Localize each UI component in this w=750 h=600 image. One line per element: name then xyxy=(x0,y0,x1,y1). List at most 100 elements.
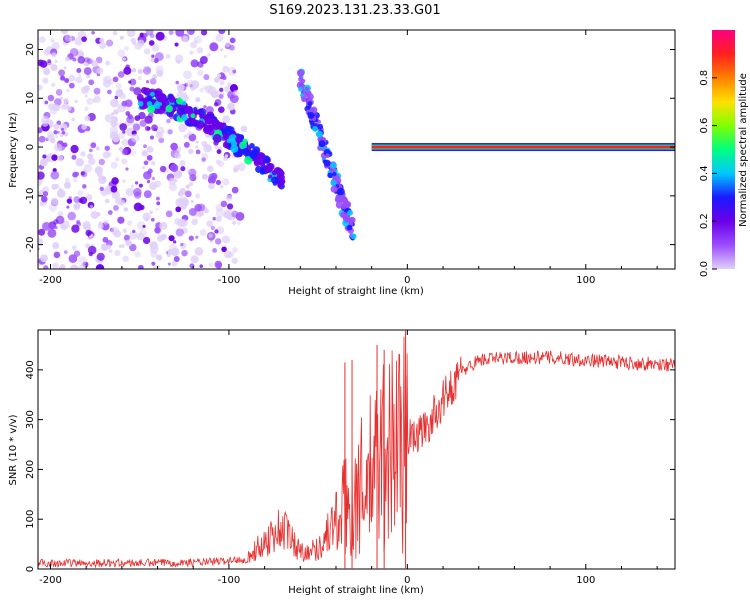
noise-blob xyxy=(80,170,88,178)
noise-blob xyxy=(41,186,50,194)
noise-blob xyxy=(117,71,125,78)
noise-blob xyxy=(145,80,150,84)
noise-blob xyxy=(195,149,201,155)
noise-blob xyxy=(195,235,199,239)
noise-blob xyxy=(174,152,182,160)
noise-blob xyxy=(50,82,56,88)
noise-blob xyxy=(208,182,215,190)
noise-blob xyxy=(110,98,119,108)
noise-blob xyxy=(108,79,114,85)
signal-blob xyxy=(168,112,174,117)
noise-blob xyxy=(143,160,149,166)
signal-blob xyxy=(263,165,272,174)
noise-blob xyxy=(121,138,129,147)
branch-blob xyxy=(323,159,331,167)
noise-blob xyxy=(38,84,43,91)
noise-blob xyxy=(139,119,147,127)
noise-blob xyxy=(142,236,151,245)
y-tick-label: 100 xyxy=(25,510,36,529)
noise-blob xyxy=(143,48,151,55)
noise-blob xyxy=(129,78,137,86)
noise-blob xyxy=(71,154,77,160)
noise-blob xyxy=(56,130,60,134)
noise-blob xyxy=(83,164,93,173)
noise-blob xyxy=(215,262,222,269)
noise-blob xyxy=(110,161,118,169)
noise-blob xyxy=(112,30,118,36)
noise-blob xyxy=(126,220,133,226)
noise-blob xyxy=(147,168,153,174)
noise-blob xyxy=(190,59,199,68)
noise-blob xyxy=(60,224,67,231)
noise-blob xyxy=(115,157,120,162)
noise-blob xyxy=(118,244,123,248)
noise-blob xyxy=(110,185,118,193)
noise-blob xyxy=(81,36,87,42)
noise-blob xyxy=(75,158,84,167)
noise-blob xyxy=(173,255,180,262)
noise-blob xyxy=(50,170,60,180)
noise-blob xyxy=(60,30,69,35)
noise-blob xyxy=(115,89,124,97)
noise-blob xyxy=(52,241,60,250)
signal-blob xyxy=(147,105,155,114)
noise-blob xyxy=(186,169,191,173)
noise-blob xyxy=(42,77,49,84)
signal-blob xyxy=(260,153,266,158)
noise-blob xyxy=(129,86,135,92)
noise-blob xyxy=(181,249,188,257)
noise-blob xyxy=(53,251,61,259)
noise-blob xyxy=(210,90,219,99)
noise-blob xyxy=(154,52,164,62)
noise-blob xyxy=(151,176,156,181)
noise-blob xyxy=(151,161,156,166)
noise-blob xyxy=(104,113,114,123)
signal-blob xyxy=(188,116,196,125)
noise-blob xyxy=(71,117,76,122)
noise-blob xyxy=(39,158,48,167)
noise-blob xyxy=(199,56,208,64)
noise-blob xyxy=(205,144,211,151)
signal-blob xyxy=(150,91,155,97)
noise-blob xyxy=(95,56,103,64)
noise-blob xyxy=(86,58,93,65)
noise-blob xyxy=(123,207,129,212)
noise-blob xyxy=(180,203,187,210)
branch-blob xyxy=(335,194,341,199)
signal-blob xyxy=(212,133,222,143)
snr-panel: -200 -100 0 100 0 100 200 300 400 Height of stra… xyxy=(8,329,676,596)
noise-blob xyxy=(64,78,70,84)
noise-blob xyxy=(112,76,119,83)
noise-blob xyxy=(149,210,153,214)
noise-blob xyxy=(84,106,89,112)
noise-blob xyxy=(199,229,207,237)
noise-blob xyxy=(210,225,215,231)
noise-blob xyxy=(160,233,167,240)
y-tick-label: 10 xyxy=(25,92,36,105)
noise-blob xyxy=(207,53,211,57)
noise-blob xyxy=(215,159,221,165)
noise-blob xyxy=(106,39,114,47)
noise-blob xyxy=(72,245,77,250)
signal-blob xyxy=(165,104,173,113)
noise-blob xyxy=(50,63,58,71)
noise-blob xyxy=(209,42,219,52)
noise-blob xyxy=(195,193,201,199)
noise-blob xyxy=(203,105,207,109)
noise-blob xyxy=(115,83,122,89)
signal-blob xyxy=(168,95,176,103)
noise-blob xyxy=(168,177,176,186)
noise-blob xyxy=(161,130,166,134)
noise-blob xyxy=(151,43,160,52)
noise-blob xyxy=(85,194,93,201)
colorbar-tick-label: 0.6 xyxy=(699,118,710,134)
y-tick-label: 200 xyxy=(25,460,36,479)
noise-blob xyxy=(194,246,204,256)
x-tick-label: -100 xyxy=(218,575,241,586)
noise-blob xyxy=(95,263,105,269)
noise-blob xyxy=(178,123,188,133)
noise-blob xyxy=(90,142,97,149)
signal-blob xyxy=(190,113,196,119)
noise-blob xyxy=(188,168,197,177)
